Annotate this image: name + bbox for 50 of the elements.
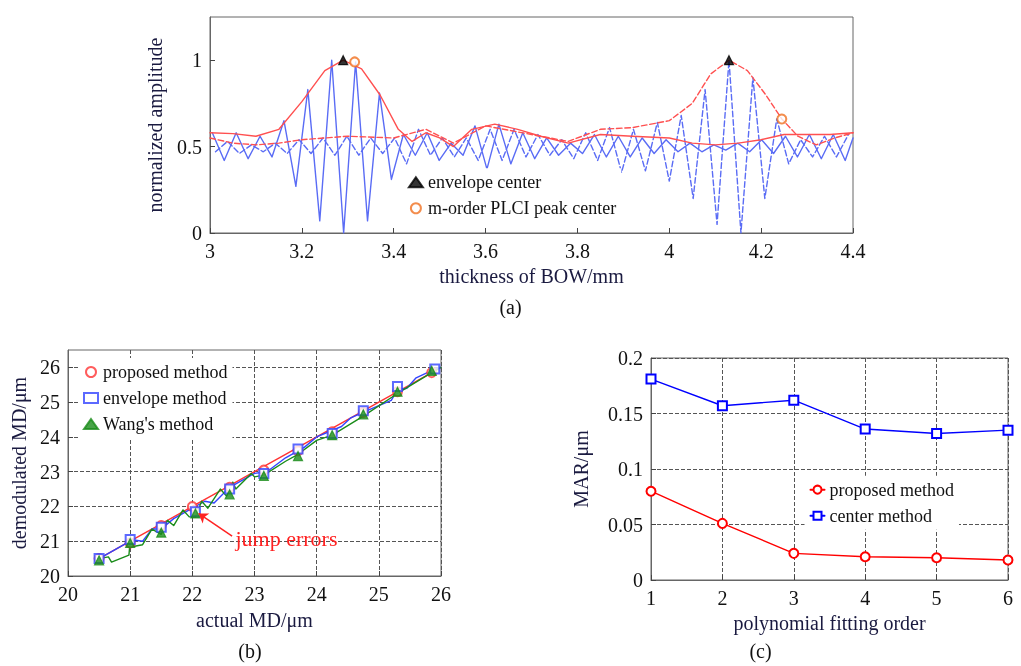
x-tick-label: 4.2 bbox=[748, 240, 774, 262]
x-tick-label: 3.6 bbox=[473, 240, 499, 262]
x-tick-label: 4 bbox=[860, 587, 871, 609]
legend-label: center method bbox=[829, 505, 932, 526]
text: (c) bbox=[749, 640, 772, 663]
legend-label: proposed method bbox=[829, 479, 954, 500]
y-tick-label: 0.2 bbox=[618, 347, 643, 369]
x-tick-label: 3.2 bbox=[289, 240, 315, 262]
y-tick-label: 0 bbox=[192, 222, 202, 244]
y-tick-label: 0.15 bbox=[608, 402, 643, 425]
y-tick-label: 1 bbox=[192, 49, 202, 72]
x-tick-label: 3.4 bbox=[381, 240, 407, 262]
x-axis-title: actual MD/μm bbox=[196, 609, 314, 632]
legend-label: envelope method bbox=[103, 388, 227, 408]
x-tick-label: 4 bbox=[664, 240, 675, 262]
x-tick-label: 24 bbox=[306, 583, 327, 605]
y-tick-label: 23 bbox=[40, 460, 60, 483]
legend-label: Wang's method bbox=[103, 414, 214, 434]
text: (b) bbox=[238, 640, 262, 663]
x-tick-label: 23 bbox=[244, 583, 265, 605]
y-tick-label: 20 bbox=[40, 565, 60, 587]
y-tick-label: 26 bbox=[40, 356, 60, 379]
x-tick-label: 3 bbox=[788, 587, 799, 609]
y-tick-label: 0.5 bbox=[177, 135, 202, 158]
y-tick-label: 24 bbox=[40, 425, 60, 448]
text: (a) bbox=[499, 296, 522, 319]
y-tick-label: 0.05 bbox=[608, 513, 643, 536]
y-tick-label: 25 bbox=[40, 391, 60, 414]
x-tick-label: 21 bbox=[120, 583, 141, 605]
y-tick-label: 0.1 bbox=[618, 458, 643, 480]
x-tick-label: 26 bbox=[431, 583, 451, 605]
y-tick-label: 21 bbox=[40, 530, 60, 553]
legend-label: proposed method bbox=[103, 362, 228, 382]
x-tick-label: 20 bbox=[58, 583, 78, 605]
x-tick-label: 25 bbox=[368, 583, 389, 605]
x-axis-title: polynomial fitting order bbox=[733, 611, 926, 635]
y-axis-title: demodulated MD/μm bbox=[8, 376, 32, 550]
y-tick-label: 22 bbox=[40, 495, 60, 518]
x-tick-label: 6 bbox=[1003, 587, 1013, 609]
y-axis-title: MAR/μm bbox=[570, 429, 593, 508]
x-tick-label: 5 bbox=[931, 587, 942, 609]
legend-label: envelope center bbox=[427, 172, 542, 193]
legend-label: m-order PLCI peak center bbox=[427, 198, 617, 219]
y-axis-title: normalized amplitude bbox=[144, 37, 167, 213]
x-tick-label: 2 bbox=[717, 587, 728, 609]
y-tick-label: 0 bbox=[633, 569, 643, 591]
x-tick-label: 3 bbox=[205, 240, 215, 262]
x-tick-label: 3.8 bbox=[564, 240, 590, 262]
x-tick-label: 4.4 bbox=[840, 240, 866, 262]
x-axis-title: thickness of BOW/mm bbox=[439, 264, 625, 287]
